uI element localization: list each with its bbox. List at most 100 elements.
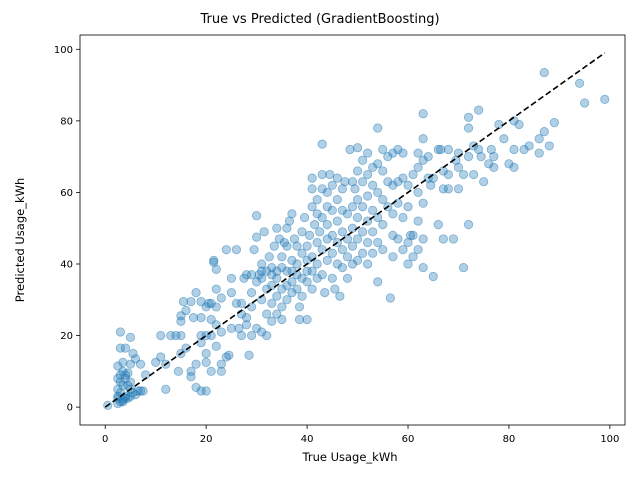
- scatter-point: [474, 105, 484, 115]
- scatter-point: [196, 386, 206, 396]
- scatter-point: [418, 109, 428, 119]
- scatter-point: [211, 302, 221, 312]
- scatter-point: [277, 284, 287, 294]
- scatter-point: [282, 241, 292, 251]
- scatter-point: [201, 348, 211, 359]
- scatter-point: [320, 288, 330, 298]
- scatter-point: [216, 359, 226, 369]
- scatter-point: [201, 386, 211, 396]
- scatter-point: [120, 343, 131, 353]
- scatter-point: [337, 227, 348, 237]
- scatter-point: [423, 152, 433, 162]
- scatter-point: [211, 284, 221, 294]
- scatter-point: [262, 266, 272, 276]
- scatter-point: [463, 123, 474, 133]
- scatter-point: [388, 148, 398, 158]
- scatter-point: [363, 169, 373, 180]
- scatter-point: [378, 166, 388, 176]
- scatter-point: [600, 94, 610, 105]
- scatter-point: [181, 305, 191, 316]
- x-axis-ticks: 0 20 40 60 80 100: [102, 425, 619, 445]
- scatter-point: [252, 323, 262, 333]
- scatter-point: [509, 162, 519, 172]
- scatter-point: [357, 248, 368, 258]
- scatter-point: [297, 291, 307, 301]
- scatter-point: [138, 386, 148, 396]
- scatter-point: [332, 194, 342, 205]
- scatter-point: [443, 169, 453, 180]
- scatter-point: [327, 180, 337, 190]
- y-tick-label: 20: [60, 331, 73, 342]
- scatter-point: [272, 291, 282, 301]
- scatter-point: [408, 230, 418, 240]
- scatter-point: [267, 280, 277, 291]
- y-tick-label: 60: [60, 188, 73, 199]
- scatter-point: [115, 343, 125, 353]
- x-axis-label: True Usage_kWh: [302, 450, 398, 464]
- scatter-point: [267, 270, 277, 280]
- scatter-point: [216, 366, 226, 376]
- scatter-point: [284, 216, 295, 226]
- scatter-point: [479, 177, 489, 187]
- scatter-point: [463, 152, 474, 162]
- scatter-point: [574, 78, 585, 88]
- scatter-point: [489, 152, 499, 162]
- scatter-point: [373, 159, 383, 169]
- scatter-point: [332, 173, 342, 183]
- scatter-point: [231, 298, 242, 308]
- scatter-point: [322, 220, 332, 230]
- scatter-point: [267, 262, 277, 273]
- scatter-point: [352, 166, 363, 176]
- scatter-point: [246, 288, 257, 298]
- scatter-point: [206, 366, 216, 376]
- scatter-point: [156, 352, 166, 362]
- scatter-point: [211, 264, 221, 274]
- scatter-point: [398, 212, 408, 223]
- x-tick-label: 60: [402, 434, 415, 445]
- scatter-point: [438, 184, 448, 194]
- scatter-point: [292, 284, 302, 294]
- scatter-point: [307, 202, 317, 212]
- scatter-point: [287, 277, 297, 287]
- scatter-point: [120, 373, 131, 384]
- scatter-point: [443, 184, 453, 194]
- scatter-point: [307, 266, 317, 276]
- scatter-point: [458, 169, 469, 180]
- scatter-point: [252, 232, 262, 242]
- scatter-point: [418, 262, 428, 273]
- scatter-point: [231, 245, 242, 255]
- scatter-point: [312, 259, 322, 269]
- scatter-point: [433, 144, 443, 155]
- scatter-point: [413, 162, 423, 172]
- scatter-point: [509, 144, 519, 155]
- scatter-point: [486, 144, 496, 155]
- scatter-point: [534, 134, 544, 144]
- scatter-point: [408, 169, 418, 180]
- scatter-point: [398, 245, 408, 255]
- scatter-point: [388, 252, 398, 262]
- scatter-point: [322, 202, 332, 212]
- scatter-point: [244, 350, 254, 360]
- scatter-point: [282, 223, 292, 233]
- scatter-point: [504, 159, 514, 169]
- scatter-point: [388, 180, 398, 190]
- scatter-point: [337, 205, 348, 215]
- scatter-point: [514, 119, 524, 130]
- scatter-point: [312, 273, 322, 283]
- scatter-point: [385, 293, 395, 303]
- plot-frame: [79, 34, 626, 426]
- scatter-point: [363, 259, 373, 269]
- scatter-point: [347, 223, 358, 233]
- scatter-point: [274, 234, 284, 244]
- scatter-point: [123, 393, 133, 403]
- scatter-point: [113, 361, 123, 371]
- y-tick-label: 40: [60, 259, 73, 270]
- scatter-point: [264, 252, 274, 262]
- scatter-point: [398, 148, 408, 158]
- scatter-point: [173, 366, 183, 376]
- y-tick-label: 0: [67, 403, 73, 414]
- y-axis-ticks: 0 20 40 60 80 100: [54, 45, 80, 414]
- scatter-point: [282, 280, 292, 291]
- scatter-point: [297, 273, 307, 283]
- y-tick-label: 80: [60, 116, 73, 127]
